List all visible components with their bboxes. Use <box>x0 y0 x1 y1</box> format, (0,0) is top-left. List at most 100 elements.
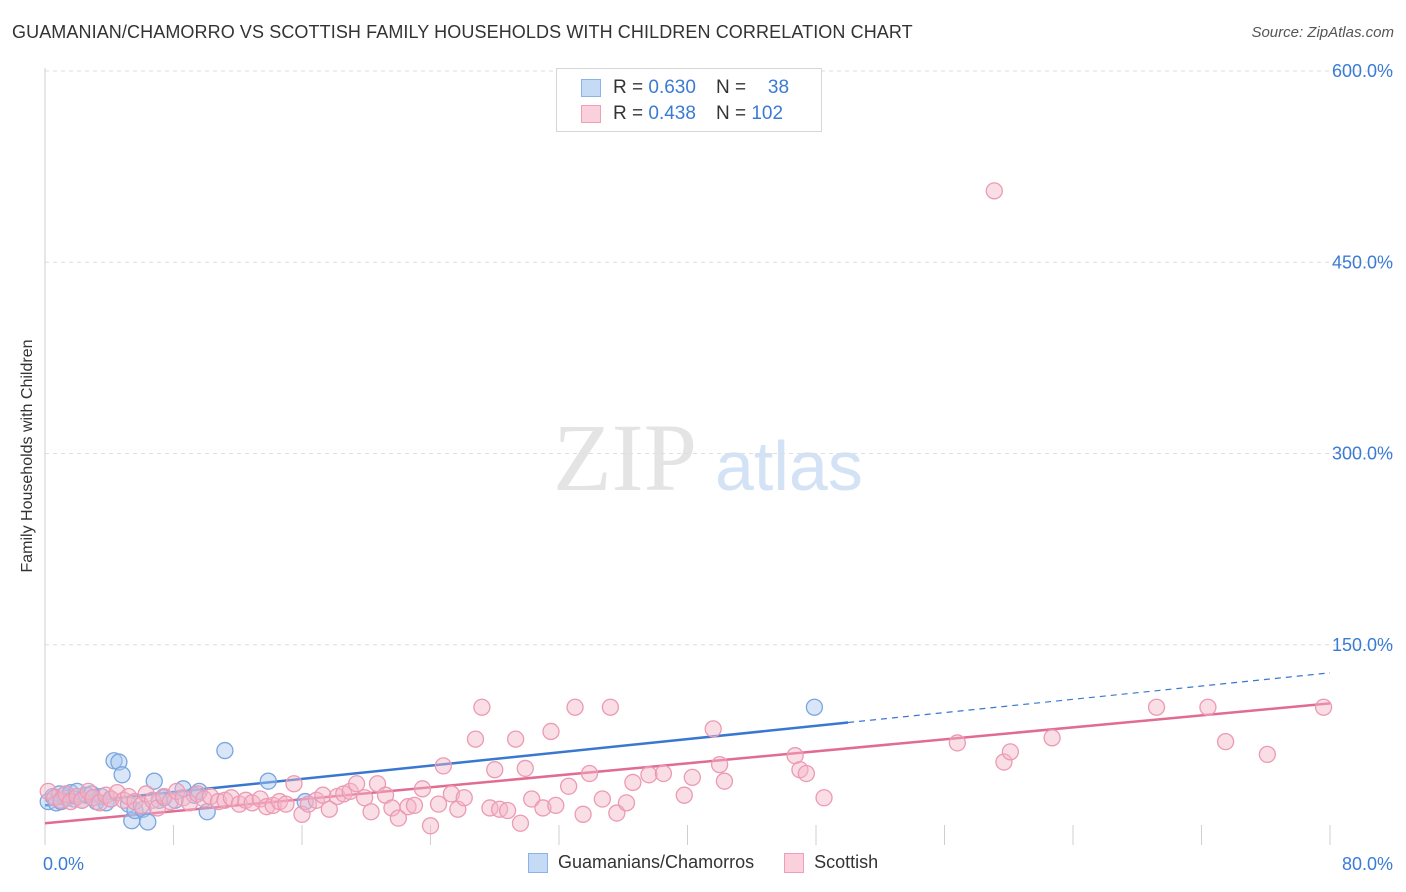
legend-n-value: 38 <box>767 77 790 98</box>
point-scottish <box>559 777 578 795</box>
point-scottish <box>542 722 560 741</box>
y-tick-label: 450.0% <box>1332 252 1393 272</box>
point-scottish <box>511 814 530 832</box>
legend-r-label: R = <box>613 77 644 98</box>
legend-swatch-scottish <box>581 105 601 123</box>
point-scottish <box>547 796 565 815</box>
point-scottish <box>434 757 453 775</box>
point-scottish <box>39 782 57 801</box>
point-scottish <box>466 730 485 748</box>
trend-line-guamanian-extension <box>848 672 1331 724</box>
point-scottish <box>985 182 1003 200</box>
point-scottish <box>675 786 693 804</box>
watermark: ZIP atlas <box>553 404 863 511</box>
point-scottish <box>1199 698 1217 716</box>
point-scottish <box>442 785 461 803</box>
point-scottish <box>498 801 517 820</box>
legend-swatch-scottish <box>784 852 805 873</box>
point-scottish <box>168 782 186 801</box>
legend-r-value: 0.438 <box>648 103 696 124</box>
legend-r-label: R = <box>613 103 644 124</box>
legend-n-label: N = <box>715 103 747 124</box>
point-scottish <box>421 817 440 835</box>
point-scottish <box>574 805 592 823</box>
x-tick-label: 80.0% <box>1342 854 1393 874</box>
legend-row-scottish: R = 0.438 N = 102 <box>581 102 783 126</box>
point-scottish <box>815 789 833 807</box>
legend-n-value: 102 <box>751 103 784 124</box>
point-scottish <box>277 795 295 813</box>
point-scottish <box>429 795 448 813</box>
point-scottish <box>314 786 332 804</box>
point-scottish <box>566 698 584 716</box>
series-legend: Guamanians/Chamorros Scottish <box>528 852 908 873</box>
point-scottish <box>534 799 552 817</box>
point-scottish <box>258 798 276 816</box>
y-tick-label: 600.0% <box>1332 61 1393 81</box>
point-scottish <box>710 755 729 774</box>
point-scottish <box>293 805 311 823</box>
watermark-atlas: atlas <box>715 427 863 505</box>
legend-row-guamanian: R = 0.630 N = 38 <box>581 76 789 100</box>
point-scottish <box>389 809 408 827</box>
point-guamanian <box>216 741 234 760</box>
point-scottish <box>399 798 417 816</box>
source-label: Source: ZipAtlas.com <box>1251 24 1394 41</box>
y-tick-label: 300.0% <box>1332 444 1393 464</box>
point-scottish <box>1147 698 1166 716</box>
legend-r-value: 0.630 <box>648 77 696 98</box>
point-scottish <box>285 775 303 793</box>
legend-n-label: N = <box>715 77 747 98</box>
x-tick-label: 0.0% <box>43 854 84 874</box>
point-scottish <box>797 764 816 783</box>
point-scottish <box>137 785 155 803</box>
grid <box>45 70 1395 646</box>
point-scottish <box>299 795 318 813</box>
point-scottish <box>209 792 228 811</box>
point-scottish <box>640 766 658 784</box>
point-guamanian <box>805 698 824 716</box>
stats-legend: R = 0.630 N = 38 R = 0.438 N = 102 <box>556 68 822 132</box>
point-guamanian <box>145 772 163 790</box>
point-scottish <box>654 764 673 783</box>
point-scottish <box>320 800 338 818</box>
point-scottish <box>413 780 432 798</box>
point-guamanian <box>113 766 131 784</box>
point-scottish <box>1216 733 1235 751</box>
point-scottish <box>995 753 1013 771</box>
y-tick-label: 150.0% <box>1332 635 1393 655</box>
point-scottish <box>601 698 620 716</box>
axes <box>44 68 1331 845</box>
data-points <box>39 182 1333 835</box>
point-scottish <box>1258 745 1277 764</box>
legend-item-scottish: Scottish <box>784 852 878 873</box>
point-scottish <box>362 803 380 821</box>
point-scottish <box>405 796 424 815</box>
point-scottish <box>516 759 534 778</box>
legend-swatch-guamanian <box>581 79 601 97</box>
point-scottish <box>948 734 966 752</box>
point-scottish <box>1314 698 1333 716</box>
chart-title: GUAMANIAN/CHAMORRO VS SCOTTISH FAMILY HO… <box>12 22 913 42</box>
tick-labels: 150.0% 300.0% 450.0% 600.0% 0.0% 80.0% <box>43 61 1393 874</box>
point-scottish <box>617 794 636 812</box>
point-guamanian <box>110 753 128 771</box>
point-scottish <box>523 790 541 808</box>
point-scottish <box>1001 743 1020 761</box>
point-scottish <box>580 764 599 783</box>
legend-item-guamanians: Guamanians/Chamorros <box>528 852 754 873</box>
point-scottish <box>102 790 120 808</box>
legend-label-guamanians: Guamanians/Chamorros <box>558 852 755 872</box>
legend-label-scottish: Scottish <box>814 852 879 872</box>
point-scottish <box>486 761 504 779</box>
point-scottish <box>355 789 374 807</box>
watermark-zip: ZIP <box>553 404 697 511</box>
point-scottish <box>715 772 734 790</box>
point-scottish <box>704 720 722 738</box>
point-guamanian <box>139 813 157 831</box>
point-scottish <box>455 789 473 807</box>
point-scottish <box>624 773 642 792</box>
legend-swatch-guamanians <box>528 852 548 873</box>
point-scottish <box>506 730 525 748</box>
